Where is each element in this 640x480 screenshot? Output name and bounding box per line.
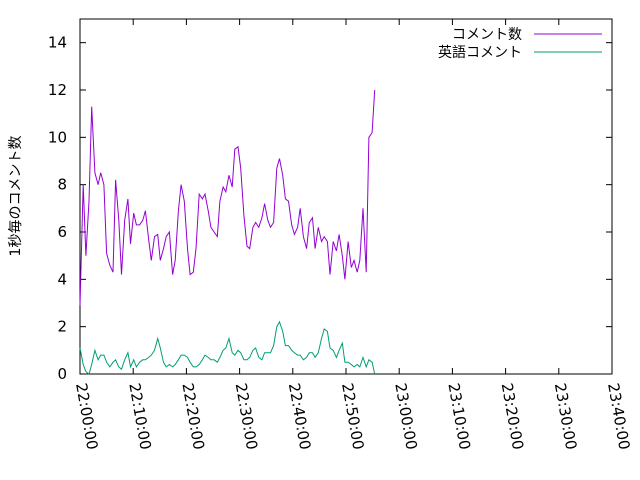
series-lines — [79, 89, 376, 375]
x-tick-label: 22:10:00 — [125, 382, 154, 451]
y-tick-label: 14 — [48, 34, 67, 52]
x-tick-label: 22:00:00 — [72, 382, 101, 451]
y-axis-label: 1秒毎のコメント数 — [8, 136, 24, 257]
x-tick-label: 23:40:00 — [604, 382, 633, 451]
plot-border — [79, 18, 613, 375]
y-tick-label: 2 — [57, 318, 67, 336]
y-tick-label: 8 — [57, 176, 67, 194]
y-tick-label: 4 — [57, 270, 67, 288]
y-tick-label: 10 — [48, 128, 67, 146]
x-tick-label: 22:30:00 — [232, 382, 261, 451]
legend-label-1: コメント数 — [452, 27, 522, 43]
y-axis: 0 2 4 6 8 10 12 14 — [48, 34, 612, 383]
series-line-1 — [79, 89, 376, 306]
x-tick-label: 22:50:00 — [338, 382, 367, 451]
x-tick-label: 22:40:00 — [285, 382, 314, 451]
x-tick-label: 22:20:00 — [178, 382, 207, 451]
x-tick-label: 23:20:00 — [498, 382, 527, 451]
y-tick-label: 6 — [57, 223, 67, 241]
y-tick-label: 12 — [48, 81, 67, 99]
x-tick-label: 23:10:00 — [444, 382, 473, 451]
series-line-2 — [79, 320, 376, 375]
x-tick-label: 23:30:00 — [551, 382, 580, 451]
plot-frame — [79, 18, 613, 375]
legend-label-2: 英語コメント — [438, 44, 522, 61]
y-tick-label: 0 — [57, 365, 67, 383]
x-tick-label: 23:00:00 — [391, 382, 420, 451]
